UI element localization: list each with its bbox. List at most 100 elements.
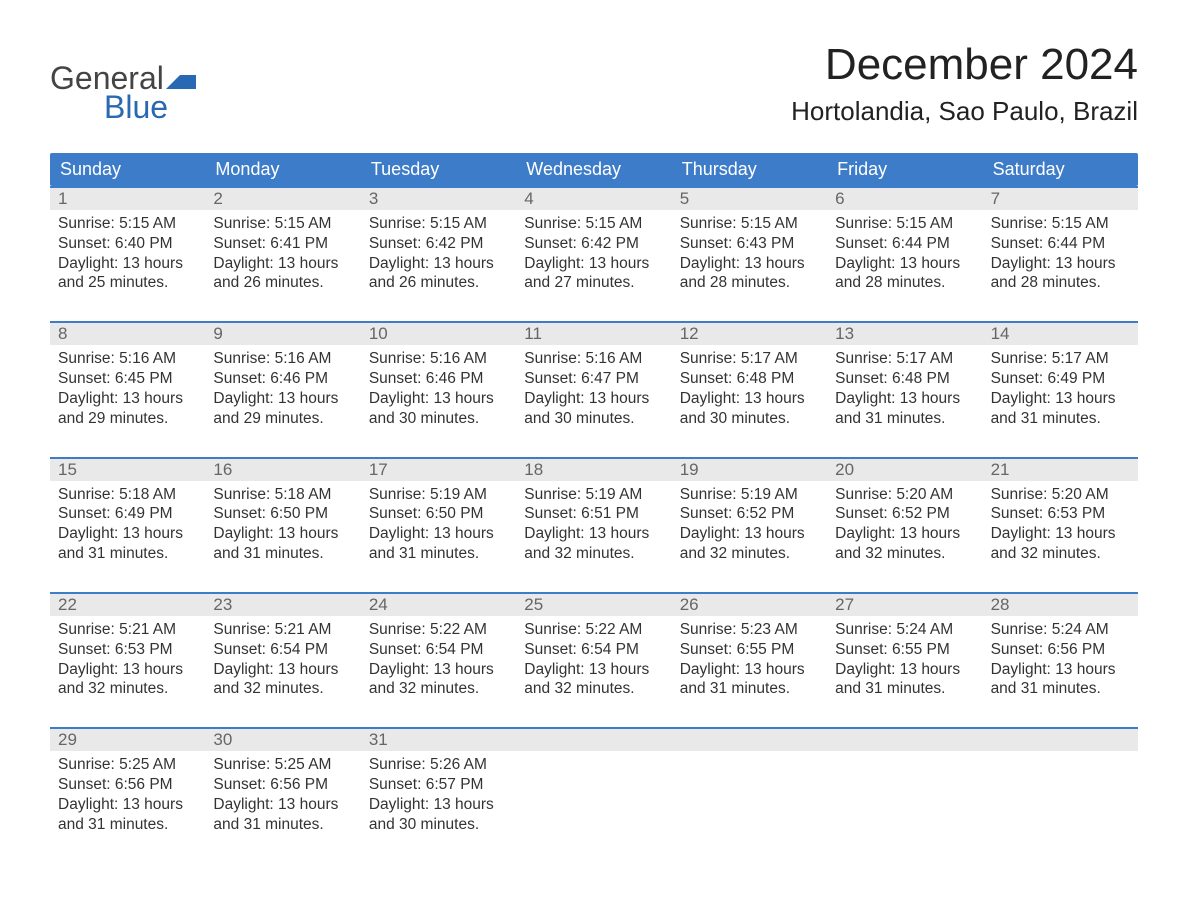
day-body: Sunrise: 5:19 AMSunset: 6:51 PMDaylight:… (516, 481, 671, 566)
sunrise-line: Sunrise: 5:25 AM (213, 755, 352, 775)
day-cell: 1Sunrise: 5:15 AMSunset: 6:40 PMDaylight… (50, 188, 205, 295)
sunrise-value: 5:22 AM (585, 621, 642, 638)
sunset-value: 6:46 PM (426, 370, 484, 387)
sunset-prefix: Sunset: (835, 370, 892, 387)
daylight-hours: 13 hours (278, 255, 338, 272)
sunrise-prefix: Sunrise: (991, 215, 1052, 232)
day-body: Sunrise: 5:17 AMSunset: 6:49 PMDaylight:… (983, 345, 1138, 430)
sunrise-value: 5:25 AM (119, 756, 176, 773)
sunrise-line: Sunrise: 5:15 AM (680, 214, 819, 234)
day-body: Sunrise: 5:24 AMSunset: 6:56 PMDaylight:… (983, 616, 1138, 701)
sunset-prefix: Sunset: (369, 505, 426, 522)
daylight-line1: Daylight: 13 hours (680, 524, 819, 544)
day-header: Wednesday (516, 153, 671, 186)
sunset-line: Sunset: 6:54 PM (369, 640, 508, 660)
day-body: Sunrise: 5:16 AMSunset: 6:45 PMDaylight:… (50, 345, 205, 430)
sunrise-value: 5:16 AM (275, 350, 332, 367)
sunset-value: 6:53 PM (1047, 505, 1105, 522)
day-number: 31 (361, 729, 516, 751)
daylight-prefix: Daylight: (835, 255, 900, 272)
sunrise-prefix: Sunrise: (213, 215, 274, 232)
day-body: Sunrise: 5:15 AMSunset: 6:42 PMDaylight:… (361, 210, 516, 295)
sunset-line: Sunset: 6:42 PM (369, 234, 508, 254)
day-body: Sunrise: 5:15 AMSunset: 6:40 PMDaylight:… (50, 210, 205, 295)
day-body: Sunrise: 5:15 AMSunset: 6:41 PMDaylight:… (205, 210, 360, 295)
sunset-line: Sunset: 6:40 PM (58, 234, 197, 254)
daylight-line1: Daylight: 13 hours (835, 524, 974, 544)
day-header: Tuesday (361, 153, 516, 186)
sunset-prefix: Sunset: (524, 641, 581, 658)
daylight-line2: and 27 minutes. (524, 273, 663, 293)
sunset-line: Sunset: 6:55 PM (680, 640, 819, 660)
sunrise-value: 5:26 AM (430, 756, 487, 773)
daylight-line1: Daylight: 13 hours (680, 254, 819, 274)
day-cell: 31Sunrise: 5:26 AMSunset: 6:57 PMDayligh… (361, 729, 516, 836)
sunrise-prefix: Sunrise: (835, 350, 896, 367)
title-block: December 2024 Hortolandia, Sao Paulo, Br… (791, 40, 1138, 145)
sunrise-prefix: Sunrise: (58, 350, 119, 367)
sunset-value: 6:43 PM (737, 235, 795, 252)
day-cell: 3Sunrise: 5:15 AMSunset: 6:42 PMDaylight… (361, 188, 516, 295)
day-header: Friday (827, 153, 982, 186)
day-cell: 2Sunrise: 5:15 AMSunset: 6:41 PMDaylight… (205, 188, 360, 295)
day-body: Sunrise: 5:24 AMSunset: 6:55 PMDaylight:… (827, 616, 982, 701)
sunset-value: 6:40 PM (115, 235, 173, 252)
daylight-hours: 13 hours (123, 796, 183, 813)
sunset-line: Sunset: 6:41 PM (213, 234, 352, 254)
day-number: 13 (827, 323, 982, 345)
day-cell: 17Sunrise: 5:19 AMSunset: 6:50 PMDayligh… (361, 459, 516, 566)
daylight-hours: 13 hours (1055, 525, 1115, 542)
sunset-value: 6:56 PM (115, 776, 173, 793)
day-number (672, 729, 827, 751)
sunrise-line: Sunrise: 5:19 AM (369, 485, 508, 505)
sunset-line: Sunset: 6:56 PM (213, 775, 352, 795)
daylight-line1: Daylight: 13 hours (991, 389, 1130, 409)
sunset-line: Sunset: 6:48 PM (835, 369, 974, 389)
sunset-value: 6:41 PM (270, 235, 328, 252)
sunset-line: Sunset: 6:50 PM (369, 504, 508, 524)
sunset-line: Sunset: 6:42 PM (524, 234, 663, 254)
day-header: Thursday (672, 153, 827, 186)
sunset-value: 6:56 PM (270, 776, 328, 793)
sunset-value: 6:48 PM (737, 370, 795, 387)
daylight-line2: and 32 minutes. (369, 679, 508, 699)
sunrise-prefix: Sunrise: (369, 756, 430, 773)
daylight-hours: 13 hours (900, 255, 960, 272)
daylight-prefix: Daylight: (835, 661, 900, 678)
sunset-prefix: Sunset: (58, 776, 115, 793)
day-number: 29 (50, 729, 205, 751)
daylight-hours: 13 hours (900, 525, 960, 542)
daylight-line1: Daylight: 13 hours (58, 660, 197, 680)
day-number: 28 (983, 594, 1138, 616)
day-cell: 7Sunrise: 5:15 AMSunset: 6:44 PMDaylight… (983, 188, 1138, 295)
sunrise-line: Sunrise: 5:23 AM (680, 620, 819, 640)
sunset-line: Sunset: 6:55 PM (835, 640, 974, 660)
daylight-hours: 13 hours (278, 661, 338, 678)
daylight-prefix: Daylight: (991, 525, 1056, 542)
daylight-line2: and 30 minutes. (524, 409, 663, 429)
daylight-line2: and 32 minutes. (680, 544, 819, 564)
day-cell: 11Sunrise: 5:16 AMSunset: 6:47 PMDayligh… (516, 323, 671, 430)
sunset-value: 6:56 PM (1047, 641, 1105, 658)
sunrise-prefix: Sunrise: (213, 756, 274, 773)
sunset-value: 6:45 PM (115, 370, 173, 387)
daylight-line2: and 32 minutes. (835, 544, 974, 564)
day-cell (983, 729, 1138, 836)
day-number: 14 (983, 323, 1138, 345)
daylight-line1: Daylight: 13 hours (213, 795, 352, 815)
sunrise-value: 5:17 AM (896, 350, 953, 367)
sunrise-value: 5:23 AM (741, 621, 798, 638)
sunset-value: 6:50 PM (426, 505, 484, 522)
daylight-line2: and 32 minutes. (524, 679, 663, 699)
sunrise-value: 5:24 AM (896, 621, 953, 638)
day-body: Sunrise: 5:15 AMSunset: 6:43 PM Daylight:… (672, 210, 827, 295)
sunset-prefix: Sunset: (680, 235, 737, 252)
week-row: 22Sunrise: 5:21 AMSunset: 6:53 PMDayligh… (50, 592, 1138, 701)
day-cell: 20Sunrise: 5:20 AMSunset: 6:52 PMDayligh… (827, 459, 982, 566)
daylight-prefix: Daylight: (369, 525, 434, 542)
daylight-hours: 13 hours (433, 255, 493, 272)
sunrise-prefix: Sunrise: (369, 215, 430, 232)
sunrise-value: 5:20 AM (1052, 486, 1109, 503)
sunset-value: 6:42 PM (426, 235, 484, 252)
sunset-prefix: Sunset: (369, 235, 426, 252)
